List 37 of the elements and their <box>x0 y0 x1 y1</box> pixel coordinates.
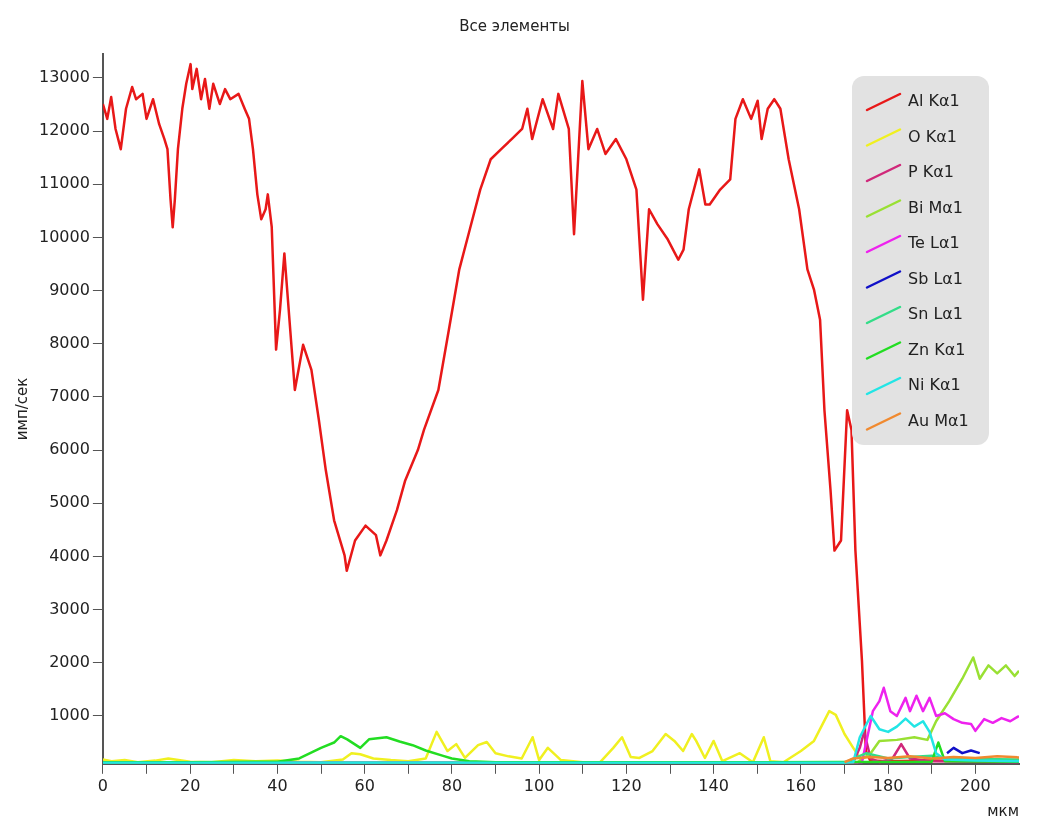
x-tick-label: 180 <box>872 775 904 795</box>
y-tick-label: 2000 <box>49 651 90 671</box>
y-tick-label: 3000 <box>49 598 90 618</box>
legend-label: Au Mα1 <box>908 410 969 430</box>
x-tick-label: 140 <box>698 775 729 795</box>
x-tick-label: 200 <box>960 775 991 795</box>
x-tick-label: 160 <box>785 775 817 795</box>
legend-label: Sn Lα1 <box>908 304 964 324</box>
y-tick-label: 6000 <box>49 439 90 459</box>
x-tick-label: 100 <box>523 775 555 795</box>
y-tick-label: 1000 <box>49 705 90 725</box>
chart-title: Все элементы <box>459 16 570 35</box>
y-tick-label: 12000 <box>38 120 90 140</box>
legend-label: Al Kα1 <box>908 91 960 111</box>
y-tick-label: 10000 <box>38 226 90 246</box>
x-tick-label: 0 <box>97 775 108 795</box>
legend-label: O Kα1 <box>908 126 957 146</box>
x-tick-label: 20 <box>179 775 201 795</box>
y-tick-label: 5000 <box>49 492 90 512</box>
y-tick-label: 8000 <box>49 332 90 352</box>
legend-label: Sb Lα1 <box>908 268 964 288</box>
x-axis-title: мкм <box>987 801 1019 820</box>
legend-label: Ni Kα1 <box>908 375 961 395</box>
y-tick-label: 7000 <box>49 386 90 406</box>
y-axis-title: имп/сек <box>12 377 31 441</box>
x-tick-label: 120 <box>611 775 642 795</box>
legend-label: Te Lα1 <box>907 233 960 253</box>
y-tick-label: 9000 <box>49 279 90 299</box>
x-tick-label: 60 <box>354 775 375 795</box>
x-tick-label: 40 <box>267 775 288 795</box>
y-tick-label: 4000 <box>49 545 90 565</box>
legend-label: Zn Kα1 <box>908 339 966 359</box>
y-tick-label: 13000 <box>38 67 90 87</box>
legend-label: Bi Mα1 <box>908 197 964 217</box>
x-tick-label: 80 <box>441 775 463 795</box>
legend-label: P Kα1 <box>908 162 954 182</box>
y-tick-label: 11000 <box>38 173 90 193</box>
